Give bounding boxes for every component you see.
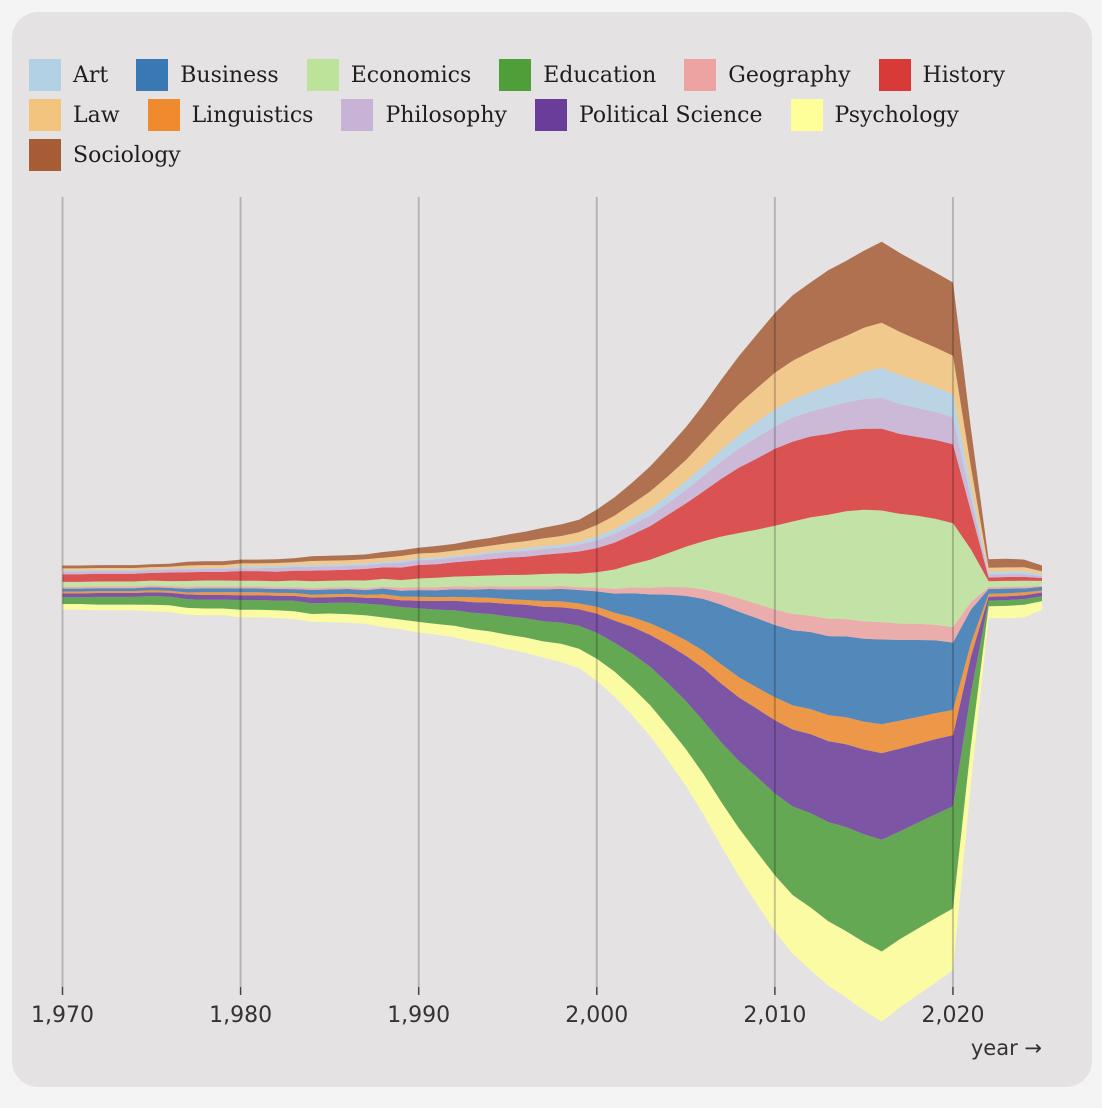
legend-item-art: Art	[29, 59, 108, 91]
legend-label: History	[922, 62, 1006, 88]
stream-layers	[62, 241, 1042, 1022]
stream-layer-law	[62, 322, 1042, 575]
legend-swatch	[29, 139, 61, 171]
x-tick-label: 1,970	[31, 1003, 94, 1028]
legend-swatch	[306, 59, 339, 91]
legend-item-geography: Geography	[684, 59, 851, 91]
legend-swatch	[136, 59, 169, 91]
legend-swatch	[341, 99, 374, 131]
x-tick-label: 2,010	[743, 1003, 806, 1028]
legend-swatch	[790, 99, 823, 131]
legend-swatch	[147, 99, 180, 131]
stream-layer-education	[62, 596, 1042, 952]
x-axis-title: year →	[971, 1036, 1042, 1060]
legend-label: Business	[180, 62, 279, 88]
legend-label: Linguistics	[191, 102, 314, 128]
x-tick-label: 1,990	[387, 1003, 450, 1028]
legend-item-philosophy: Philosophy	[341, 99, 507, 131]
legend-item-sociology: Sociology	[29, 139, 181, 171]
chart-card: Art Business Economics Education Geography Hi…	[12, 12, 1092, 1087]
x-tick-label: 2,000	[565, 1003, 628, 1028]
legend-swatch	[534, 99, 567, 131]
legend-label: Political Science	[578, 102, 763, 128]
stream-layer-business	[62, 586, 1042, 725]
legend-item-business: Business	[136, 59, 279, 91]
legend-label: Education	[543, 62, 657, 88]
legend-swatch	[684, 59, 717, 91]
stream-layer-economics	[62, 509, 1042, 628]
legend-item-history: History	[878, 59, 1006, 91]
streamgraph-chart: 1,970 1,980 1,990 2,000 2,010 2,020 year →	[31, 197, 1042, 1060]
stream-layer-linguistics	[62, 590, 1042, 754]
legend-swatch	[499, 59, 532, 91]
stream-layer-history	[62, 428, 1042, 582]
x-tick-label: 1,980	[209, 1003, 272, 1028]
legend: Art Business Economics Education Geography Hi…	[29, 59, 1069, 171]
legend-label: Psychology	[834, 102, 959, 128]
legend-swatch	[29, 99, 61, 131]
stream-layer-sociology	[62, 241, 1042, 572]
legend-item-linguistics: Linguistics	[147, 99, 314, 131]
stream-layer-psychology	[62, 601, 1042, 1022]
stream-layer-philosophy	[62, 397, 1042, 578]
legend-item-education: Education	[499, 59, 656, 91]
legend-item-political-science: Political Science	[534, 99, 763, 131]
legend-label: Art	[73, 62, 109, 88]
stream-layer-geography	[62, 585, 1042, 643]
legend-label: Geography	[728, 62, 851, 88]
legend-swatch	[878, 59, 911, 91]
legend-swatch	[29, 59, 61, 91]
legend-item-law: Law	[29, 99, 120, 131]
x-tick-label: 2,020	[921, 1003, 984, 1028]
stream-layer-political-science	[62, 592, 1042, 840]
legend-label: Philosophy	[385, 102, 507, 128]
legend-label: Law	[73, 102, 120, 128]
legend-item-psychology: Psychology	[790, 99, 959, 131]
legend-label: Sociology	[73, 142, 181, 168]
legend-label: Economics	[350, 62, 472, 88]
legend-item-economics: Economics	[306, 59, 472, 91]
